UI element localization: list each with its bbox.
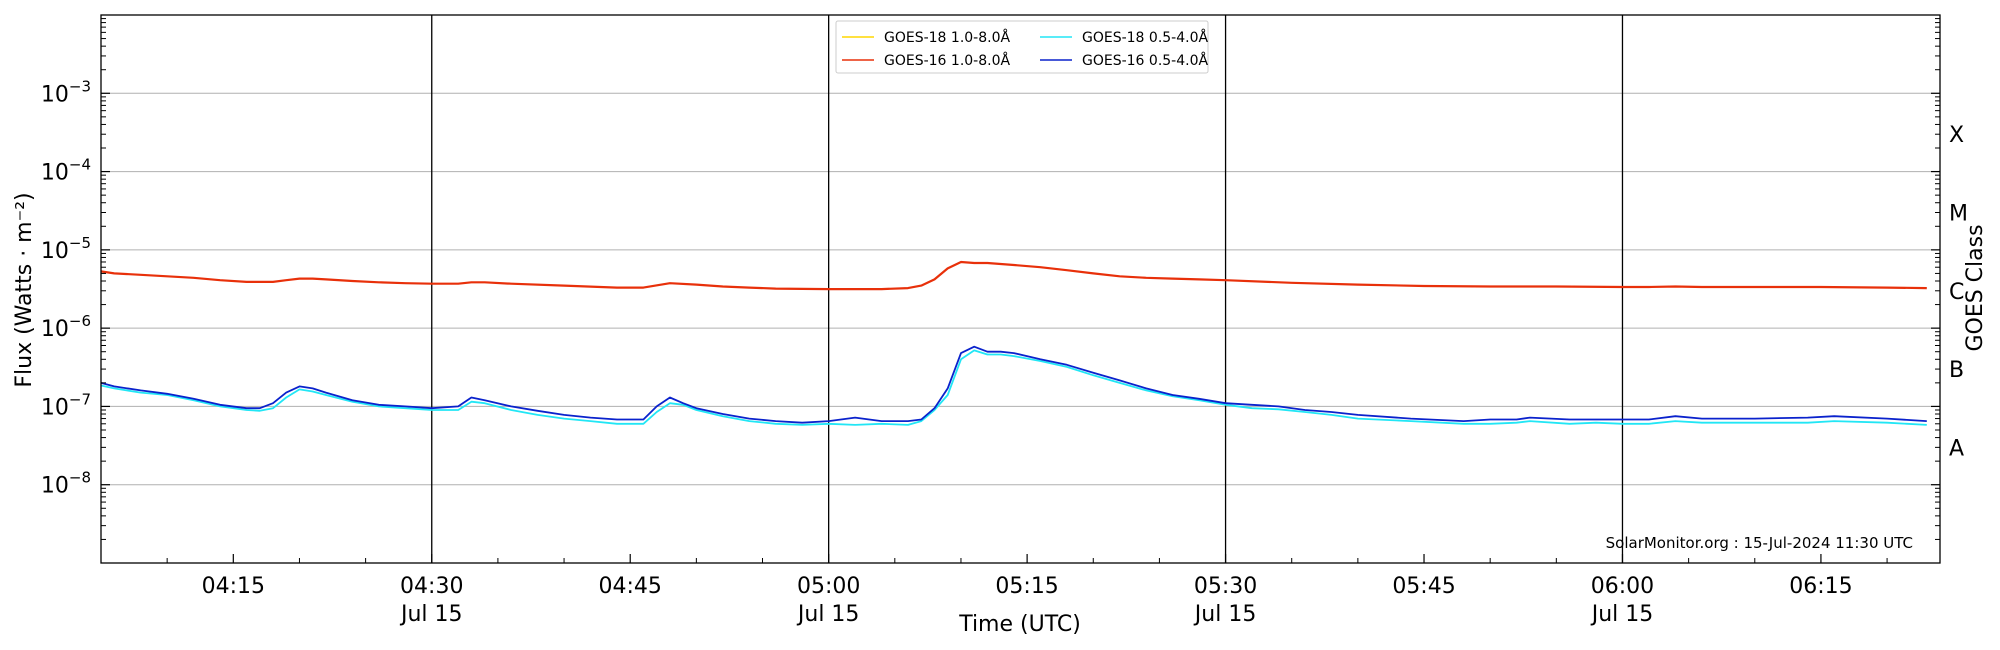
- x-tick-label: 04:15: [202, 574, 265, 599]
- x-tick-date-label: Jul 15: [796, 602, 860, 627]
- goes-class-label: X: [1949, 123, 1964, 148]
- y-axis-label: Flux (Watts · m⁻²): [12, 192, 37, 387]
- x-tick-label: 06:15: [1789, 574, 1852, 599]
- y-axis-ticks: 10−8 10−7 10−6 10−5 10−4 10−3: [41, 18, 1940, 540]
- x-axis-label: Time (UTC): [958, 612, 1081, 637]
- goes-class-labels: A B C M X: [1949, 123, 1968, 461]
- legend-box: [835, 20, 1209, 74]
- x-tick-label: 04:30: [400, 574, 463, 599]
- series-line: [100, 349, 1927, 426]
- goes-class-axis-label: GOES Class: [1963, 224, 1988, 351]
- goes-class-label: A: [1949, 436, 1964, 461]
- vertical-day-lines: [431, 15, 1624, 563]
- series-line: [100, 260, 1927, 291]
- goes-class-label: M: [1949, 202, 1968, 227]
- legend-label: GOES-16 1.0-8.0Å: [884, 52, 1010, 69]
- x-axis-ticks: 04:15 04:30 Jul 15 04:45 05:00 Jul 15 05:15 05:…: [100, 554, 1888, 627]
- y-tick-label: 10−8: [41, 469, 91, 499]
- credit-text: SolarMonitor.org : 15-Jul-2024 11:30 UTC: [1606, 534, 1913, 552]
- grid-layer: [101, 92, 1940, 486]
- x-tick-label: 06:00: [1591, 574, 1654, 599]
- legend-label: GOES-18 0.5-4.0Å: [1082, 29, 1208, 46]
- goes-class-label: B: [1949, 358, 1964, 383]
- legend-label: GOES-16 0.5-4.0Å: [1082, 52, 1208, 69]
- series-layer: [100, 260, 1927, 426]
- legend-label: GOES-18 1.0-8.0Å: [884, 29, 1010, 46]
- y-tick-label: 10−4: [41, 156, 91, 186]
- y-tick-label: 10−7: [41, 390, 91, 420]
- y-tick-label: 10−5: [41, 234, 91, 264]
- x-tick-label: 05:45: [1392, 574, 1455, 599]
- x-tick-label: 05:30: [1194, 574, 1257, 599]
- series-line: [100, 345, 1927, 424]
- x-tick-label: 04:45: [599, 574, 662, 599]
- x-tick-date-label: Jul 15: [1590, 602, 1654, 627]
- x-tick-date-label: Jul 15: [399, 602, 463, 627]
- goes-class-label: C: [1949, 280, 1964, 305]
- x-tick-label: 05:00: [797, 574, 860, 599]
- x-tick-date-label: Jul 15: [1193, 602, 1257, 627]
- y-tick-label: 10−3: [41, 77, 91, 107]
- x-tick-label: 05:15: [995, 574, 1058, 599]
- legend: GOES-18 1.0-8.0Å GOES-16 1.0-8.0Å GOES-18 …: [835, 20, 1209, 74]
- plot-frame: [100, 14, 1941, 564]
- y-tick-label: 10−6: [41, 312, 91, 342]
